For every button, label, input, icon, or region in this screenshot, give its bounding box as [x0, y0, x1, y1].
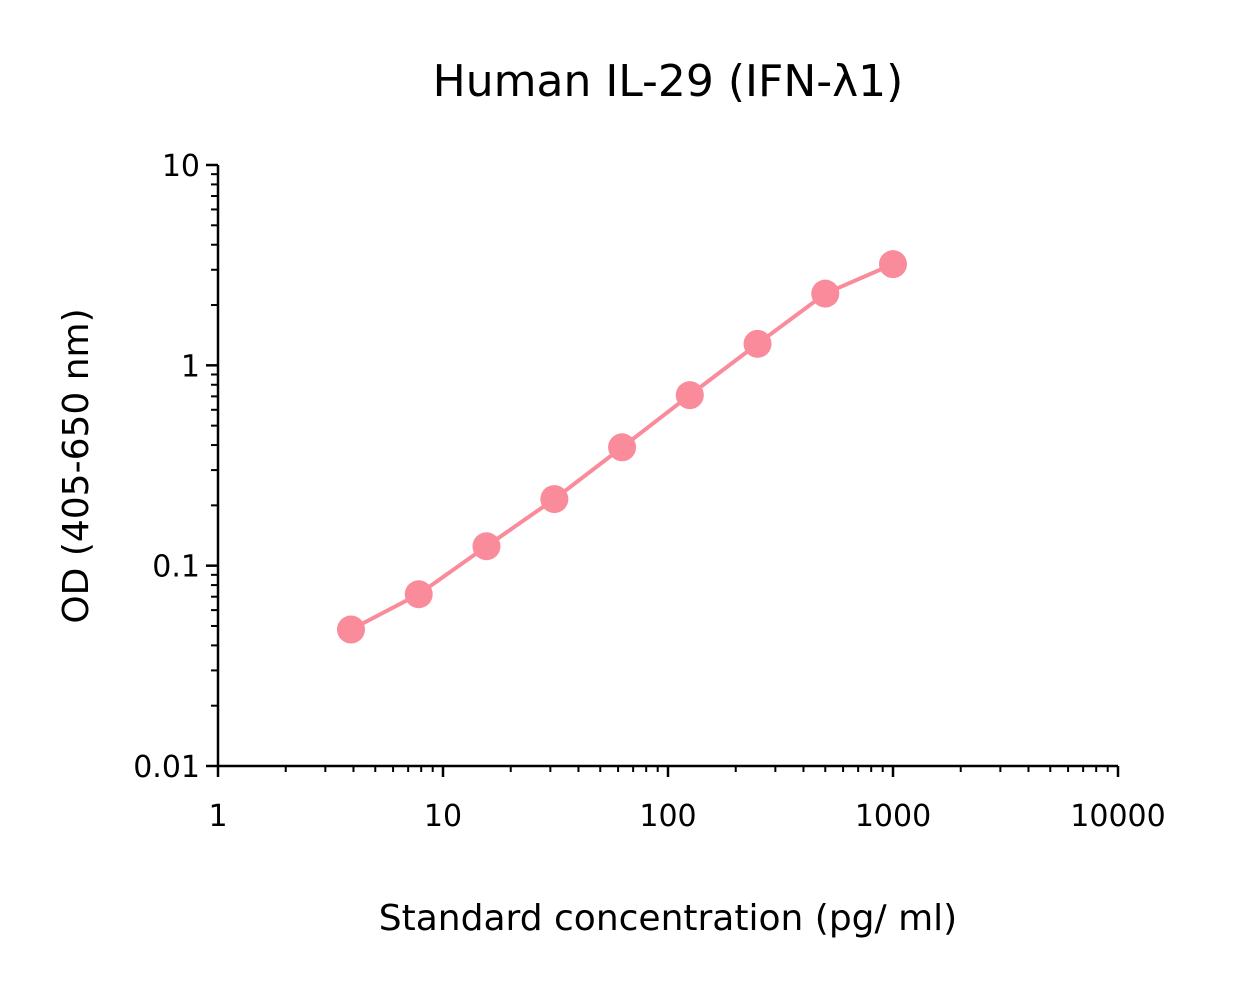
x-tick-label: 10000: [1070, 799, 1165, 834]
chart-title: Human IL-29 (IFN-λ1): [433, 56, 904, 107]
y-tick-label: 0.1: [152, 550, 200, 585]
data-point: [472, 532, 501, 561]
x-axis: 1 10 100 1000 10000: [208, 764, 1166, 834]
data-point: [675, 381, 704, 410]
data-point: [743, 329, 772, 358]
y-tick-label: 1: [181, 349, 200, 384]
x-tick-label: 100: [639, 799, 696, 834]
data-point: [404, 580, 433, 609]
data-point: [336, 615, 365, 644]
data-point: [608, 433, 637, 462]
data-point: [540, 485, 569, 514]
data-point: [811, 279, 840, 308]
x-tick-label: 10: [424, 799, 462, 834]
y-tick-label: 10: [162, 149, 200, 184]
y-axis: 0.01 0.1 1 10: [133, 149, 220, 785]
y-ticks: 0.01 0.1 1 10: [133, 149, 218, 785]
x-tick-label: 1: [208, 799, 227, 834]
x-ticks: 1 10 100 1000 10000: [208, 766, 1166, 834]
x-tick-label: 1000: [855, 799, 931, 834]
x-axis-label: Standard concentration (pg/ ml): [379, 898, 957, 939]
y-tick-label: 0.01: [133, 750, 200, 785]
plot-area: [336, 250, 907, 644]
y-axis-label: OD (405-650 nm): [56, 308, 97, 623]
data-point: [879, 250, 907, 279]
